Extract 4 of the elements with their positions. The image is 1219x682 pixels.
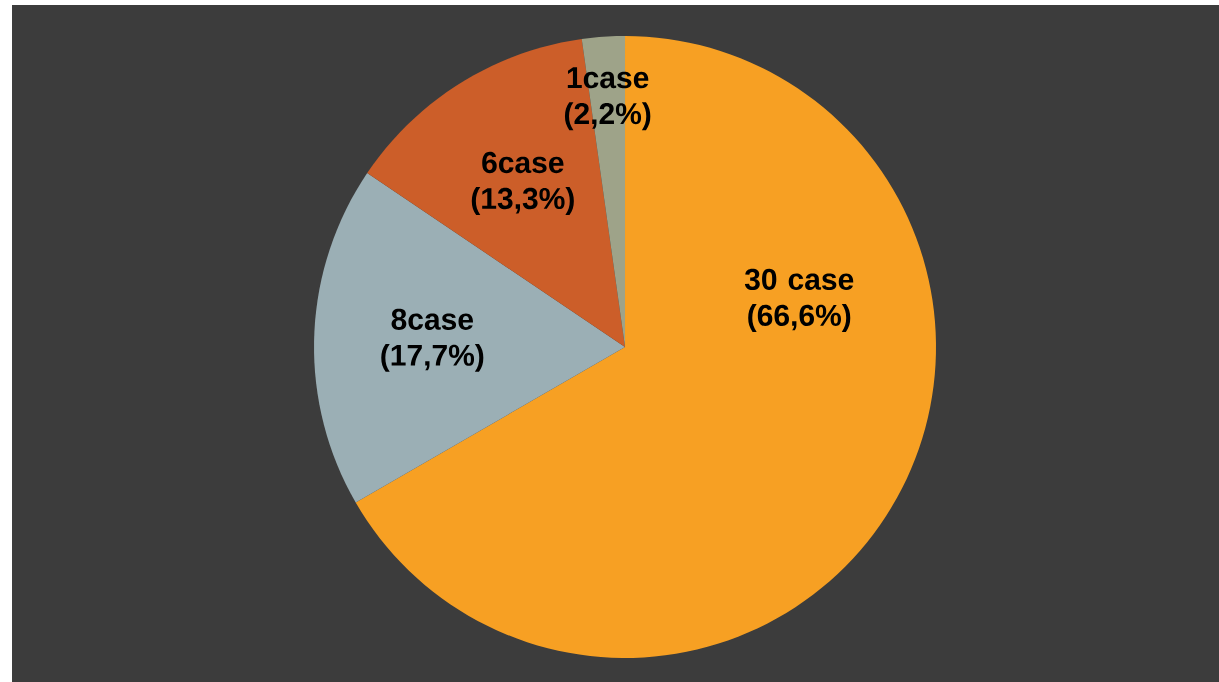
data-label: 8case (17,7%) <box>381 308 484 372</box>
data-label: 6case (13,3%) <box>471 151 574 216</box>
data-label: 30 case (66,6%) <box>744 268 854 332</box>
data-label: 1case (2,2%) <box>564 67 651 131</box>
